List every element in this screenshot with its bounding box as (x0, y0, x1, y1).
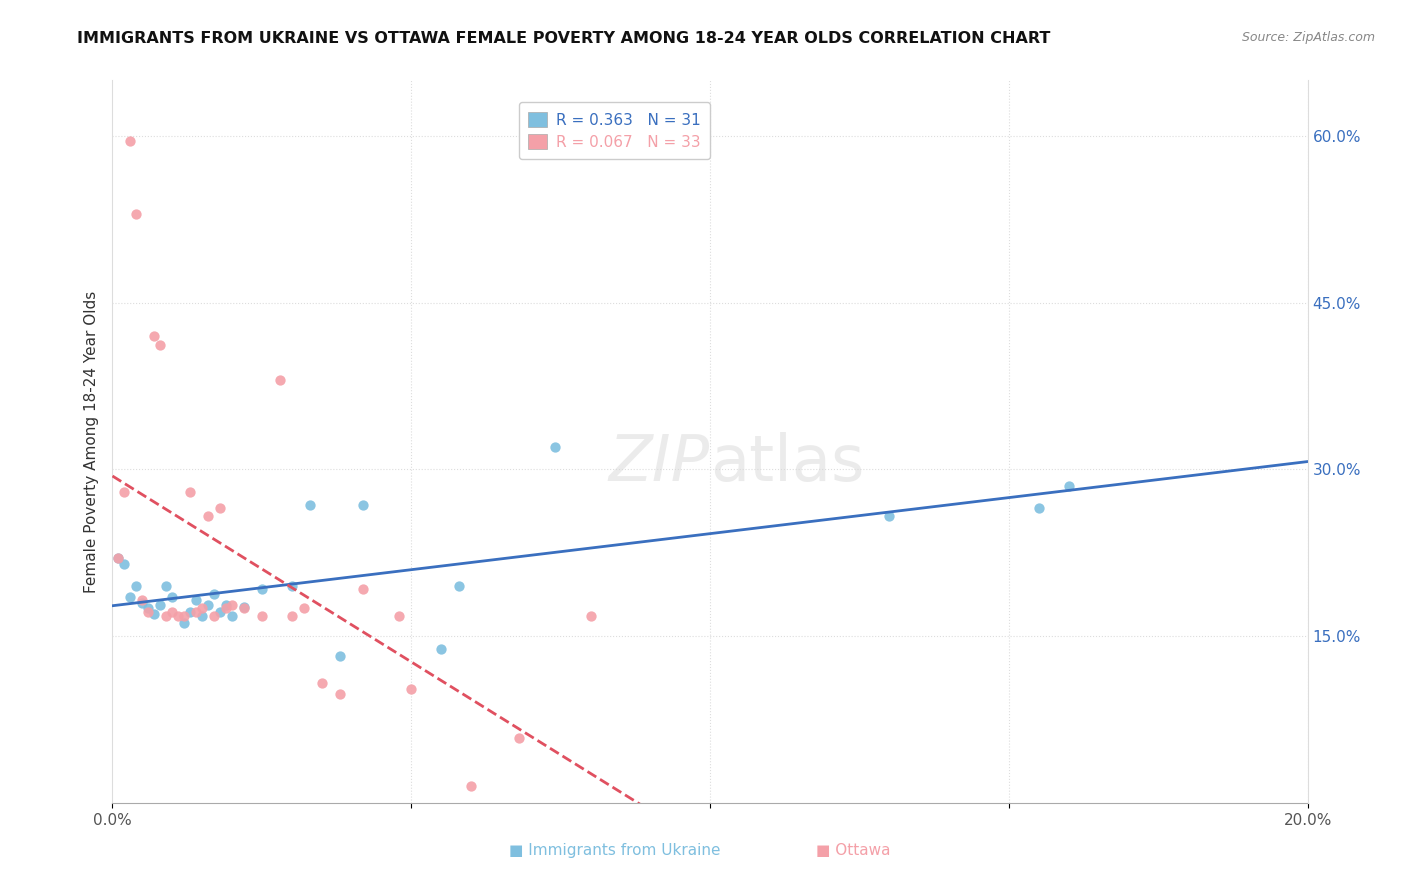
Point (329, 687, 352, 701)
Point (430, 642, 453, 657)
Point (449, 579, 471, 593)
Point (281, 579, 304, 593)
Point (167, 609, 190, 624)
Point (879, 508, 901, 523)
Point (508, 731, 530, 746)
Legend: R = 0.363   N = 31, R = 0.067   N = 33: R = 0.363 N = 31, R = 0.067 N = 33 (519, 103, 710, 159)
Point (114, 557, 135, 571)
Point (138, 601, 160, 615)
Point (107, 551, 129, 566)
Point (1057, 479, 1080, 493)
Point (197, 598, 219, 612)
Point (579, 609, 602, 624)
Point (298, 498, 321, 512)
Point (114, 484, 135, 499)
Point (215, 601, 238, 615)
Point (162, 590, 183, 604)
Point (149, 598, 172, 612)
Point (353, 498, 375, 512)
Point (353, 582, 375, 597)
Point (292, 601, 315, 615)
Point (197, 508, 219, 523)
Y-axis label: Female Poverty Among 18-24 Year Olds: Female Poverty Among 18-24 Year Olds (83, 291, 98, 592)
Point (221, 598, 243, 612)
Point (179, 484, 201, 499)
Text: IMMIGRANTS FROM UKRAINE VS OTTAWA FEMALE POVERTY AMONG 18-24 YEAR OLDS CORRELATI: IMMIGRANTS FROM UKRAINE VS OTTAWA FEMALE… (77, 31, 1050, 46)
Point (149, 338, 172, 352)
Point (543, 440, 565, 454)
Point (269, 373, 291, 387)
Point (202, 587, 225, 601)
Text: ■ Immigrants from Ukraine: ■ Immigrants from Ukraine (509, 843, 720, 857)
Point (1028, 501, 1050, 516)
Text: ■ Ottawa: ■ Ottawa (817, 843, 890, 857)
Point (388, 609, 411, 624)
Point (191, 609, 214, 624)
Point (125, 207, 148, 221)
Point (209, 605, 232, 619)
Point (138, 605, 160, 619)
Point (186, 605, 208, 619)
Point (401, 682, 423, 697)
Point (125, 579, 148, 593)
Point (221, 609, 243, 624)
Point (250, 609, 273, 624)
Point (311, 675, 333, 690)
Point (215, 598, 238, 612)
Point (143, 607, 166, 621)
Point (233, 600, 256, 615)
Point (162, 605, 183, 619)
Point (233, 601, 256, 615)
Text: ZIP: ZIP (609, 433, 710, 494)
Point (120, 135, 142, 149)
Text: atlas: atlas (710, 433, 865, 494)
Point (131, 596, 153, 610)
Point (173, 609, 195, 624)
Point (250, 582, 273, 597)
Point (460, 779, 482, 793)
Point (107, 551, 129, 566)
Point (155, 579, 177, 593)
Point (173, 615, 195, 630)
Point (202, 609, 225, 624)
Point (179, 605, 201, 619)
Point (329, 649, 352, 664)
Point (143, 329, 166, 343)
Text: Source: ZipAtlas.com: Source: ZipAtlas.com (1241, 31, 1375, 45)
Point (186, 593, 208, 607)
Point (131, 593, 153, 607)
Point (155, 609, 177, 624)
Point (191, 601, 214, 615)
Point (281, 609, 304, 624)
Point (120, 590, 142, 604)
Point (209, 501, 232, 516)
